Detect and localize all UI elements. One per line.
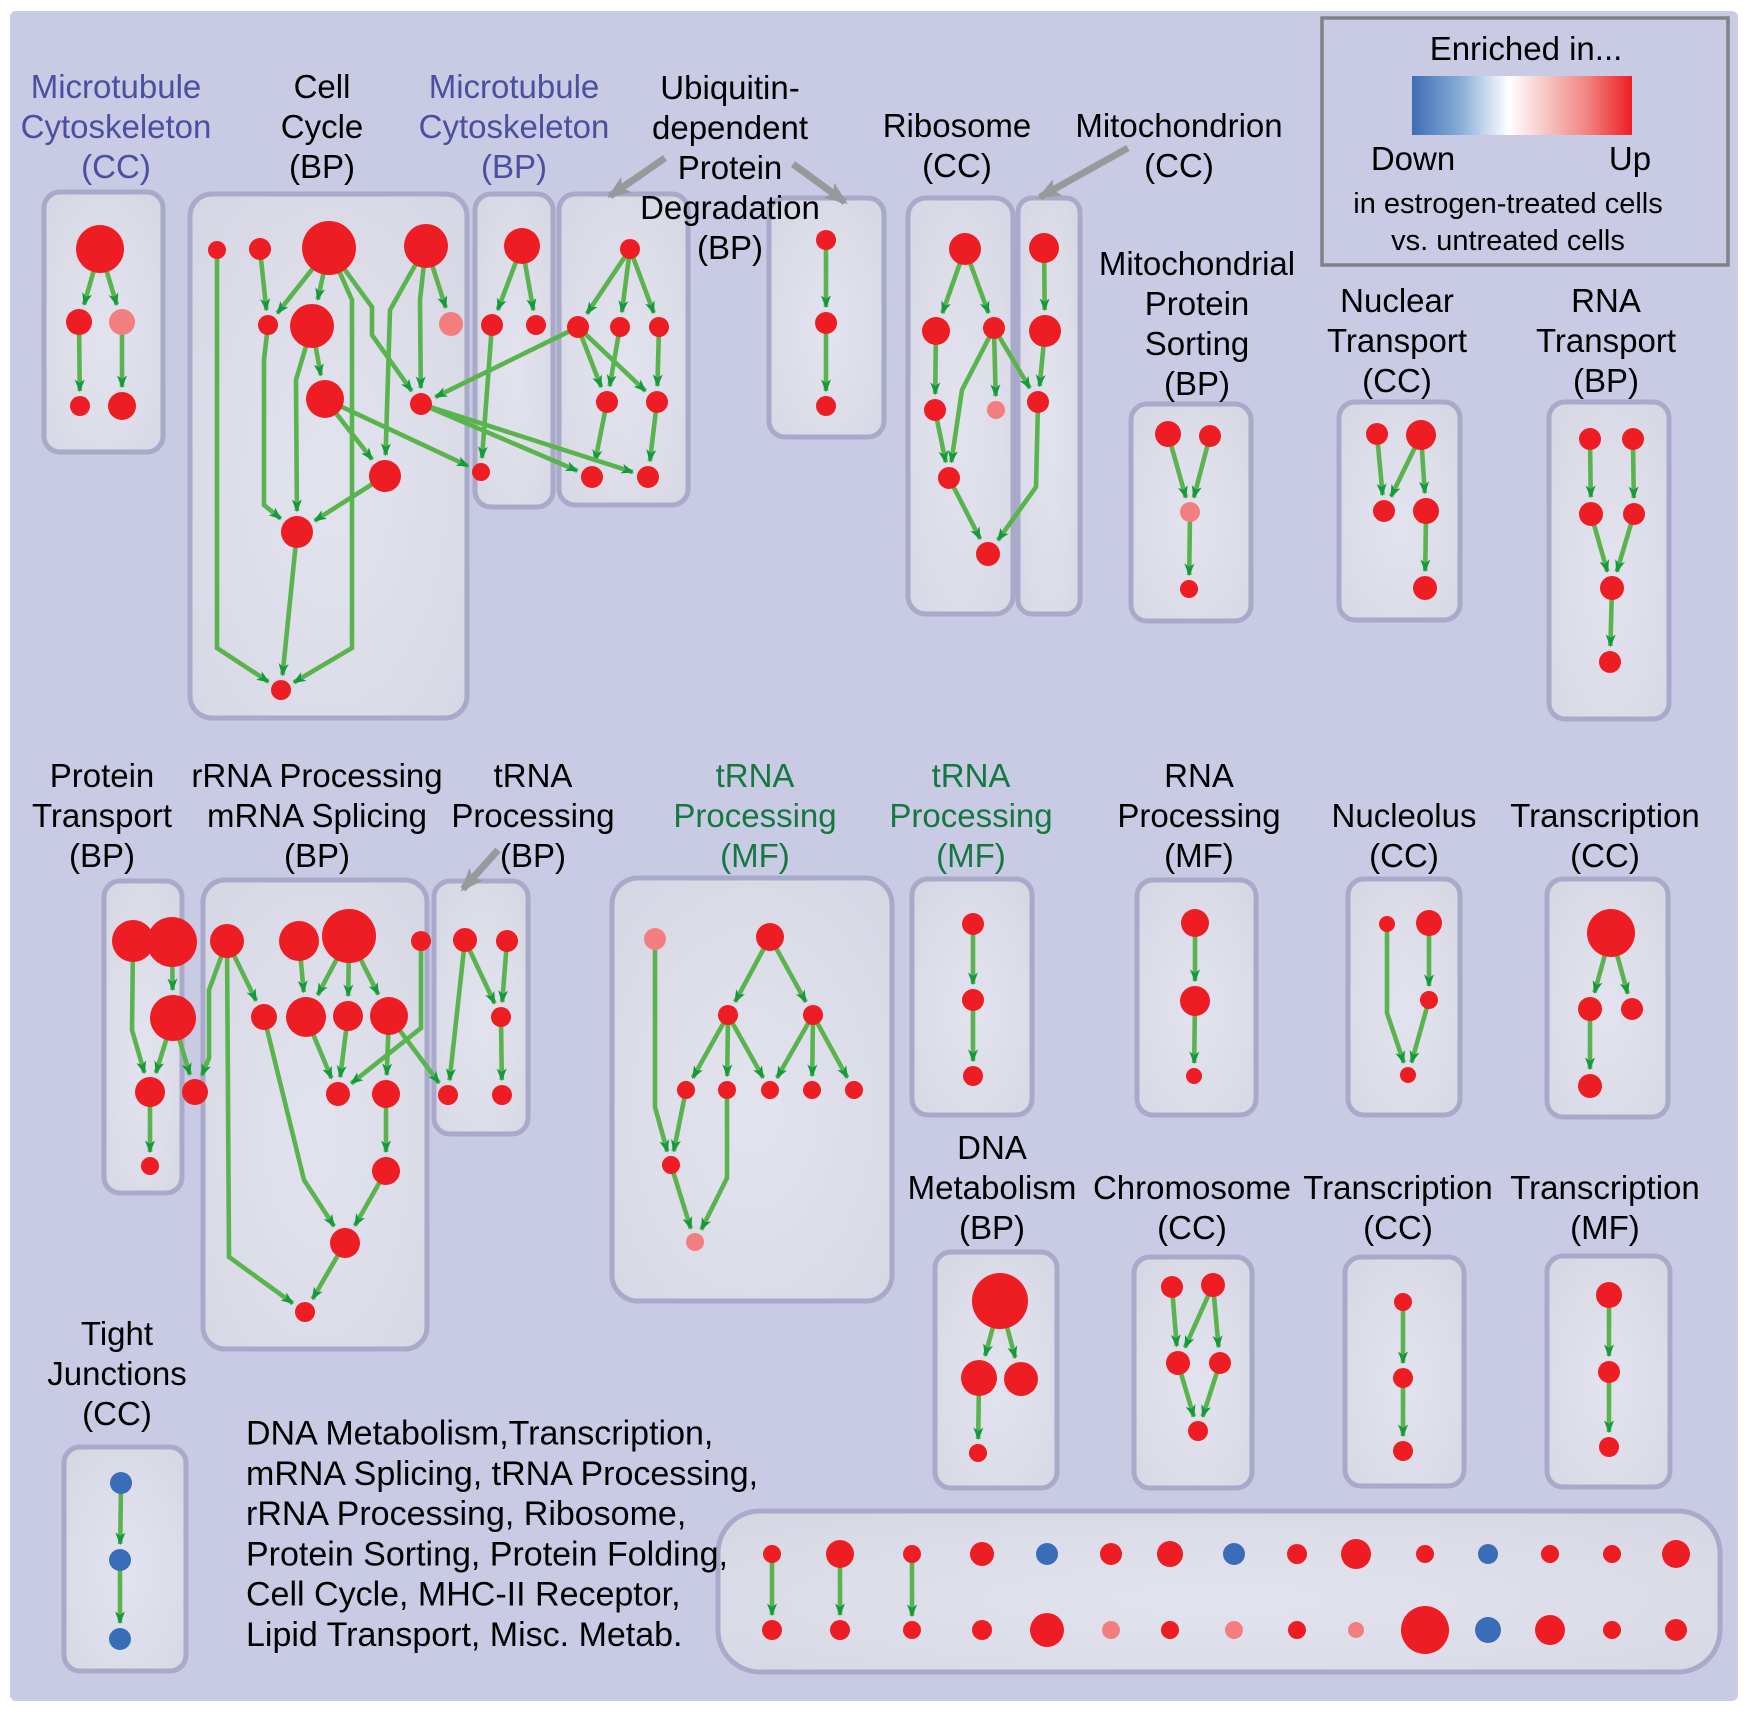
svg-text:(BP): (BP)	[959, 1209, 1025, 1246]
svg-text:(CC): (CC)	[1362, 362, 1432, 399]
svg-text:Cell: Cell	[294, 68, 351, 105]
svg-text:RNA: RNA	[1571, 282, 1641, 319]
svg-text:Microtubule: Microtubule	[31, 68, 202, 105]
svg-text:Protein: Protein	[50, 757, 155, 794]
svg-text:in estrogen-treated cells: in estrogen-treated cells	[1353, 188, 1663, 220]
svg-text:rRNA Processing: rRNA Processing	[191, 757, 442, 794]
svg-text:(BP): (BP)	[1573, 362, 1639, 399]
svg-text:vs. untreated cells: vs. untreated cells	[1391, 225, 1625, 257]
svg-text:Cell Cycle, MHC-II Receptor,: Cell Cycle, MHC-II Receptor,	[246, 1576, 681, 1614]
svg-text:(BP): (BP)	[697, 229, 763, 266]
svg-text:(MF): (MF)	[936, 837, 1006, 874]
svg-text:Transport: Transport	[1327, 322, 1467, 359]
svg-text:Microtubule: Microtubule	[429, 68, 600, 105]
svg-text:Mitochondrion: Mitochondrion	[1075, 107, 1282, 144]
svg-text:Protein Sorting, Protein Foldi: Protein Sorting, Protein Folding,	[246, 1535, 728, 1573]
svg-text:(BP): (BP)	[284, 837, 350, 874]
svg-text:Processing: Processing	[451, 797, 614, 834]
svg-text:Protein: Protein	[1145, 285, 1250, 322]
svg-text:Protein: Protein	[678, 149, 783, 186]
svg-text:Transport: Transport	[1536, 322, 1676, 359]
svg-text:Nucleolus: Nucleolus	[1332, 797, 1477, 834]
svg-text:Cycle: Cycle	[281, 108, 364, 145]
svg-text:tRNA: tRNA	[716, 757, 795, 794]
svg-text:Degradation: Degradation	[640, 189, 820, 226]
svg-text:(CC): (CC)	[82, 1395, 152, 1432]
svg-text:Ribosome: Ribosome	[883, 107, 1032, 144]
svg-text:Tight: Tight	[81, 1315, 153, 1352]
svg-text:Transcription: Transcription	[1510, 1169, 1700, 1206]
svg-text:Lipid Transport, Misc. Metab.: Lipid Transport, Misc. Metab.	[246, 1616, 683, 1654]
svg-text:Transport: Transport	[32, 797, 172, 834]
svg-text:Up: Up	[1609, 140, 1651, 177]
svg-text:mRNA Splicing, tRNA Processing: mRNA Splicing, tRNA Processing,	[246, 1455, 758, 1493]
svg-text:Transcription: Transcription	[1510, 797, 1700, 834]
svg-text:Chromosome: Chromosome	[1093, 1169, 1291, 1206]
svg-text:(CC): (CC)	[81, 148, 151, 185]
svg-text:(CC): (CC)	[922, 147, 992, 184]
svg-text:(BP): (BP)	[481, 148, 547, 185]
svg-text:Cytoskeleton: Cytoskeleton	[419, 108, 610, 145]
svg-text:DNA: DNA	[957, 1129, 1027, 1166]
svg-text:dependent: dependent	[652, 109, 808, 146]
svg-text:Mitochondrial: Mitochondrial	[1099, 245, 1295, 282]
svg-text:Sorting: Sorting	[1145, 325, 1250, 362]
svg-text:Processing: Processing	[673, 797, 836, 834]
svg-text:Processing: Processing	[889, 797, 1052, 834]
svg-text:(CC): (CC)	[1369, 837, 1439, 874]
svg-text:Down: Down	[1371, 140, 1455, 177]
svg-text:Ubiquitin-: Ubiquitin-	[660, 69, 799, 106]
svg-text:(BP): (BP)	[500, 837, 566, 874]
svg-text:DNA Metabolism,Transcription,: DNA Metabolism,Transcription,	[246, 1415, 713, 1453]
svg-text:(MF): (MF)	[1164, 837, 1234, 874]
svg-text:mRNA Splicing: mRNA Splicing	[207, 797, 427, 834]
svg-text:(MF): (MF)	[720, 837, 790, 874]
svg-text:(CC): (CC)	[1363, 1209, 1433, 1246]
svg-text:RNA: RNA	[1164, 757, 1234, 794]
svg-text:rRNA Processing, Ribosome,: rRNA Processing, Ribosome,	[246, 1495, 686, 1533]
svg-text:(CC): (CC)	[1157, 1209, 1227, 1246]
svg-text:tRNA: tRNA	[932, 757, 1011, 794]
svg-text:(BP): (BP)	[289, 148, 355, 185]
svg-text:Processing: Processing	[1117, 797, 1280, 834]
svg-text:tRNA: tRNA	[494, 757, 573, 794]
svg-text:Metabolism: Metabolism	[908, 1169, 1077, 1206]
svg-text:(MF): (MF)	[1570, 1209, 1640, 1246]
svg-text:Junctions: Junctions	[47, 1355, 186, 1392]
svg-text:Nuclear: Nuclear	[1340, 282, 1454, 319]
svg-text:Transcription: Transcription	[1303, 1169, 1493, 1206]
svg-text:Enriched in...: Enriched in...	[1430, 30, 1623, 67]
svg-text:(BP): (BP)	[69, 837, 135, 874]
svg-text:(CC): (CC)	[1570, 837, 1640, 874]
svg-text:(BP): (BP)	[1164, 365, 1230, 402]
svg-text:(CC): (CC)	[1144, 147, 1214, 184]
svg-text:Cytoskeleton: Cytoskeleton	[21, 108, 212, 145]
